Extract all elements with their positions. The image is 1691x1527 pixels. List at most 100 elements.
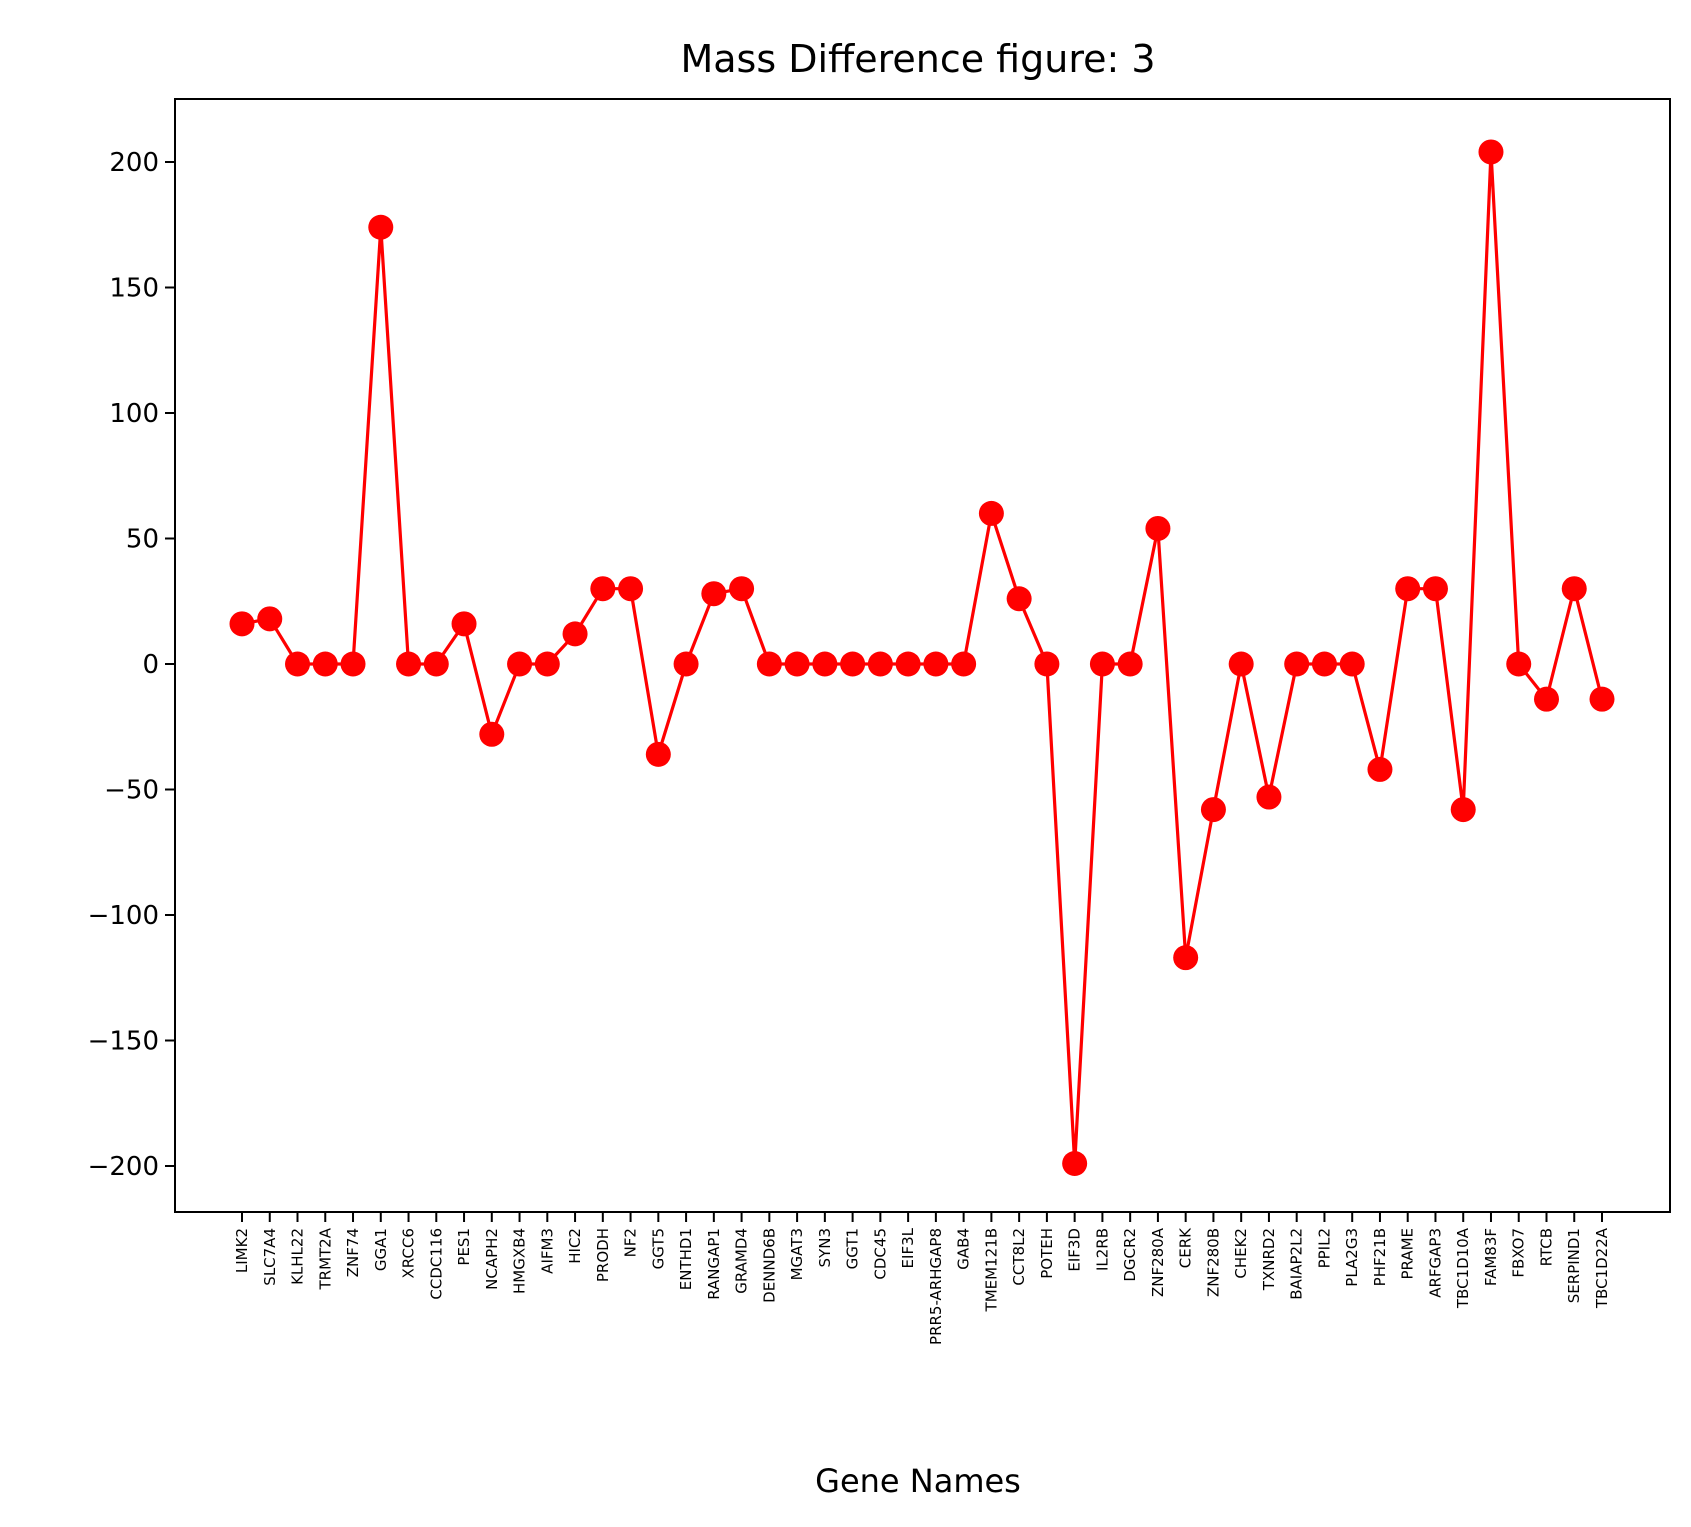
x-tick-label: MGAT3 [788,1228,806,1280]
x-tick-label: RTCB [1537,1228,1555,1266]
data-point-ggt5 [645,741,671,767]
data-point-hic2 [562,621,588,647]
x-tick-label: NCAPH2 [483,1228,501,1290]
y-tick-label: 150 [109,274,159,304]
x-axis: LIMK2 SLC7A4 KLHL22 TRMT2A ZNF74 GGA1 XRCC6 CCD… [233,1212,1611,1345]
data-point-gab4 [951,651,977,677]
data-point-prr5-arhgap8 [923,651,949,677]
data-point-enthd1 [673,651,699,677]
data-point-il2rb [1089,651,1115,677]
x-tick-label: ZNF280B [1204,1228,1222,1297]
x-tick-label: SERPIND1 [1565,1228,1583,1303]
data-point-gramd4 [729,576,755,602]
y-tick-label: 0 [142,650,159,680]
x-tick-label: AIFM3 [538,1228,556,1274]
x-tick-label: PRAME [1399,1228,1417,1280]
data-point-tmem121b [978,500,1004,526]
data-point-fam83f [1478,139,1504,165]
data-point-znf74 [340,651,366,677]
data-point-trmt2a [312,651,338,677]
data-point-syn3 [812,651,838,677]
data-point-fbxo7 [1506,651,1532,677]
x-tick-label: LIMK2 [233,1228,251,1273]
data-point-arfgap3 [1422,576,1448,602]
data-point-tbc1d22a [1589,686,1615,712]
x-tick-label: GAB4 [955,1228,973,1270]
data-point-slc7a4 [257,606,283,632]
data-point-serpind1 [1561,576,1587,602]
y-tick-label: −200 [88,1152,159,1182]
data-point-hmgxb4 [507,651,533,677]
x-tick-label: FBXO7 [1510,1228,1528,1278]
x-tick-label: CHEK2 [1232,1228,1250,1279]
x-tick-label: ARFGAP3 [1426,1228,1444,1298]
x-tick-label: DENND6B [760,1228,778,1303]
x-tick-label: IL2RB [1093,1228,1111,1271]
x-tick-label: CERK [1177,1227,1195,1268]
x-tick-label: TMEM121B [982,1228,1000,1312]
data-point-znf280b [1200,797,1226,823]
data-point-cct8l2 [1006,586,1032,612]
y-tick-label: −150 [88,1027,159,1057]
data-point-eif3d [1062,1150,1088,1176]
x-tick-label: GGT1 [844,1228,862,1269]
x-tick-label: KLHL22 [289,1228,307,1285]
data-point-ncaph2 [479,721,505,747]
data-point-tbc1d10a [1450,797,1476,823]
data-point-poteh [1034,651,1060,677]
data-point-cerk [1173,945,1199,971]
data-point-baiap2l2 [1284,651,1310,677]
data-point-nf2 [618,576,644,602]
x-tick-label: EIF3D [1066,1228,1084,1272]
x-tick-label: SYN3 [816,1228,834,1267]
data-point-prame [1395,576,1421,602]
x-tick-label: CCT8L2 [1010,1228,1028,1286]
data-point-ggt1 [840,651,866,677]
data-point-aifm3 [534,651,560,677]
data-point-ccdc116 [423,651,449,677]
x-tick-label: PRODH [594,1228,612,1282]
data-point-ppil2 [1311,651,1337,677]
x-tick-label: DGCR2 [1121,1228,1139,1282]
x-tick-label: PLA2G3 [1343,1228,1361,1287]
data-point-rtcb [1533,686,1559,712]
x-tick-label: EIF3L [899,1227,917,1268]
x-tick-label: PES1 [455,1228,473,1266]
x-tick-label: CDC45 [871,1228,889,1280]
x-tick-label: CCDC116 [427,1228,445,1300]
series-line [241,150,1604,1166]
data-point-rangap1 [701,581,727,607]
y-tick-label: 100 [109,399,159,429]
x-axis-label: Gene Names [815,1462,1021,1500]
x-tick-label: TRMT2A [316,1227,334,1290]
x-tick-label: PRR5-ARHGAP8 [927,1228,945,1345]
y-tick-label: 200 [109,148,159,178]
data-point-pes1 [451,611,477,637]
x-tick-label: GGT5 [649,1228,667,1269]
x-tick-label: ZNF74 [344,1228,362,1277]
x-tick-label: GRAMD4 [733,1228,751,1294]
data-point-znf280a [1145,515,1171,541]
x-tick-label: NF2 [622,1228,640,1257]
x-tick-label: TBC1D22A [1593,1227,1611,1309]
data-point-pla2g3 [1339,651,1365,677]
chart-title: Mass Difference figure: 3 [680,37,1155,81]
data-point-limk2 [229,611,255,637]
x-tick-label: XRCC6 [400,1228,418,1278]
data-point-eif3l [895,651,921,677]
data-point-xrcc6 [396,651,422,677]
x-tick-label: GGA1 [372,1228,390,1271]
axes-frame [174,98,1671,1213]
data-point-dgcr2 [1117,651,1143,677]
x-tick-label: SLC7A4 [261,1228,279,1286]
data-point-klhl22 [285,651,311,677]
x-tick-label: TXNRD2 [1260,1228,1278,1291]
x-tick-label: TBC1D10A [1454,1227,1472,1309]
x-tick-label: RANGAP1 [705,1228,723,1300]
x-tick-label: HIC2 [566,1228,584,1264]
y-tick-label: 50 [126,525,159,555]
y-tick-label: −100 [88,901,159,931]
x-tick-label: POTEH [1038,1228,1056,1279]
